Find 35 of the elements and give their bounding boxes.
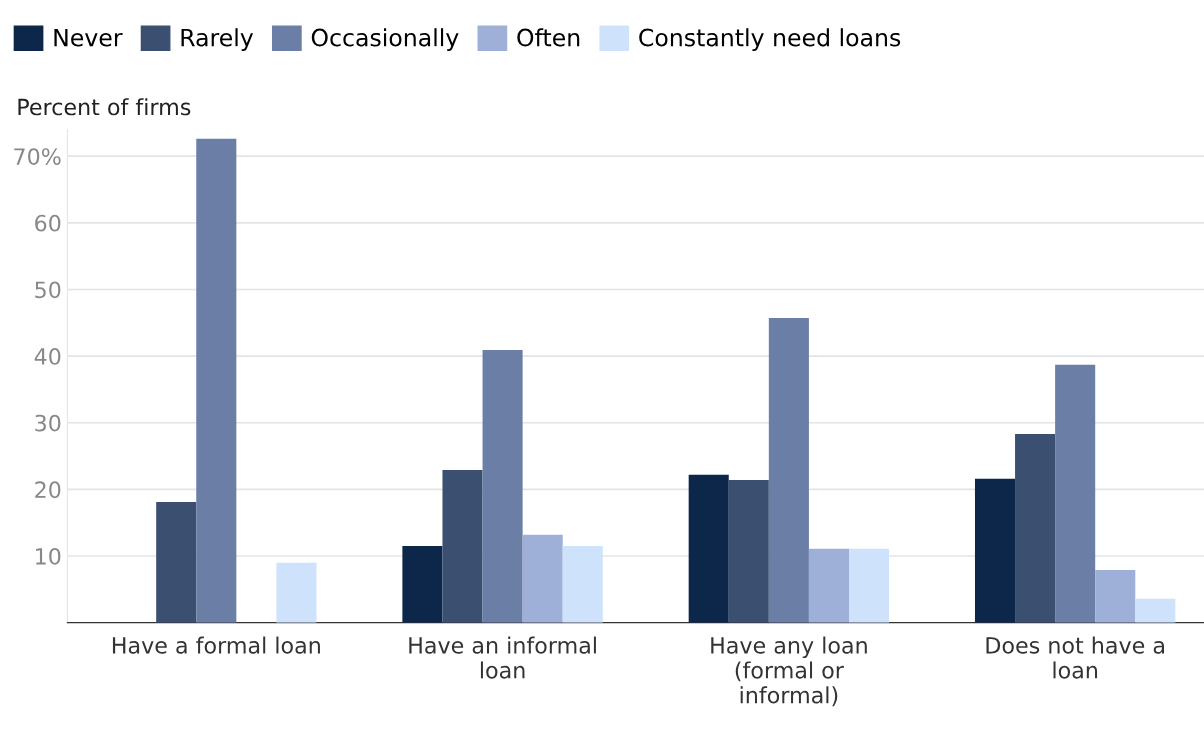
y-tick-label: 20	[35, 481, 61, 499]
bar	[1135, 598, 1176, 623]
y-tick-label: 10	[36, 547, 61, 565]
x-tick-label: Does not have a loan	[986, 636, 1164, 679]
y-tick-label: 60	[35, 214, 61, 232]
y-axis-title: Percent of firms	[18, 98, 191, 116]
x-tick-label: Have a formal loan	[112, 636, 320, 654]
bar	[196, 138, 237, 623]
x-tick-label: Have an informal loan	[409, 636, 596, 679]
bar	[442, 470, 483, 623]
bar	[482, 350, 523, 623]
legend-label: Never	[54, 28, 123, 47]
bar	[562, 546, 603, 623]
legend-label: Constantly need loans	[639, 28, 901, 52]
bar	[849, 548, 890, 623]
bar	[1095, 570, 1136, 623]
bar	[808, 548, 849, 623]
x-tick-label: Have any loan (formal or informal)	[711, 636, 867, 707]
legend-label: Rarely	[181, 28, 254, 52]
bar	[688, 474, 729, 623]
legend-label: Often	[517, 28, 580, 47]
y-tick-label: 40	[34, 348, 61, 365]
bar	[974, 478, 1016, 623]
y-tick-label: 30	[35, 414, 61, 432]
y-tick-label: 70%	[14, 148, 61, 165]
bar	[768, 318, 809, 623]
bar	[402, 546, 443, 623]
y-tick-label: 50	[35, 281, 61, 299]
legend-label: Occasionally	[311, 28, 459, 52]
bar	[1055, 364, 1096, 623]
bar	[522, 534, 563, 623]
bar	[728, 480, 769, 623]
bar	[1015, 434, 1056, 623]
bar	[156, 502, 197, 623]
bar	[276, 562, 317, 623]
